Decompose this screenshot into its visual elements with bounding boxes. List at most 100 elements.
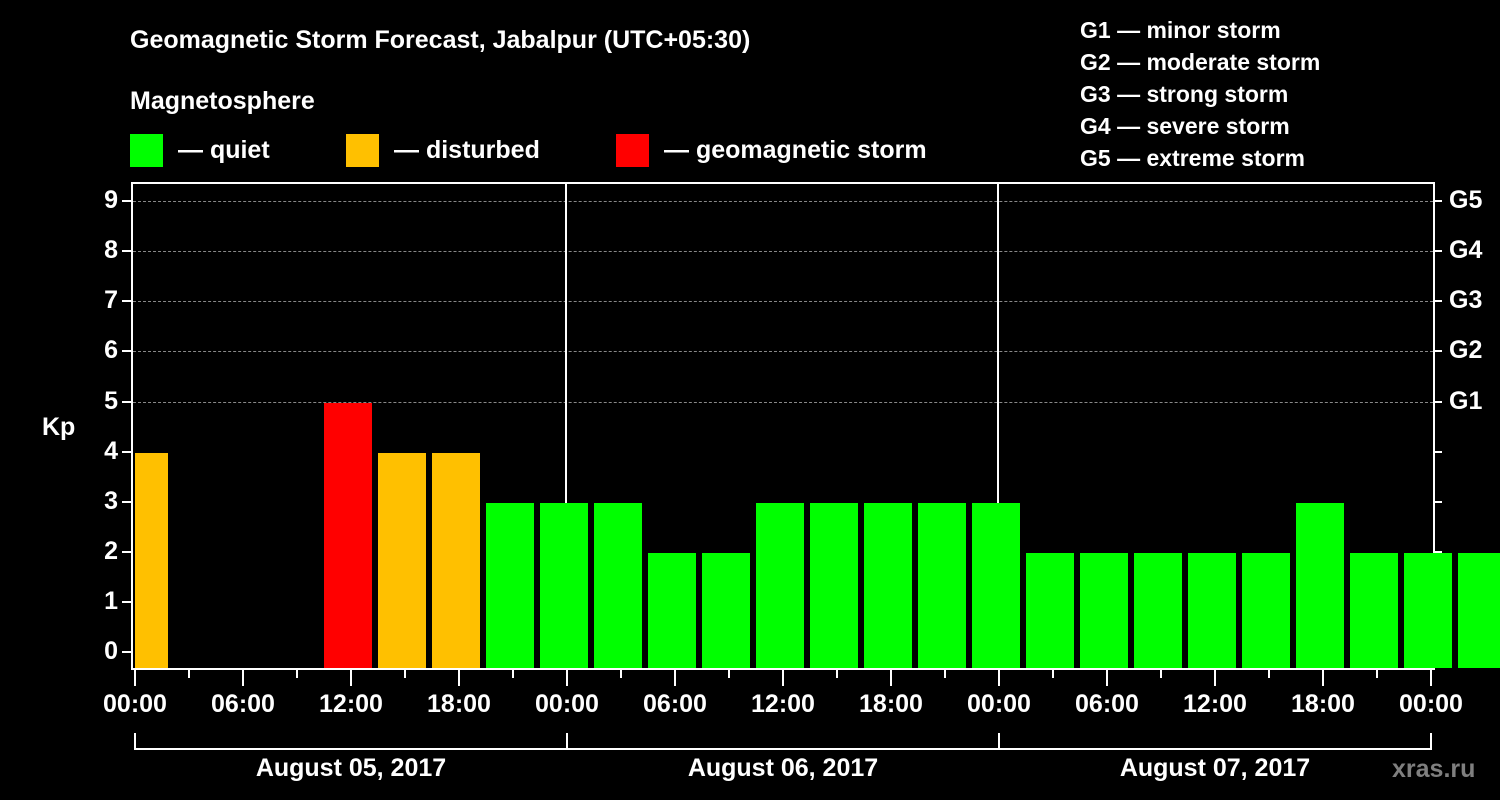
x-tick-label: 06:00 [643,690,707,718]
y-tick [122,500,131,503]
y-tick-label: 7 [104,286,118,315]
g-scale-item: G1 — minor storm [1080,17,1281,43]
date-bracket-line [134,748,1432,750]
y-tick [122,400,131,403]
kp-bar[interactable] [432,452,480,668]
x-tick-label: 00:00 [967,690,1031,718]
magnetosphere-heading: Magnetosphere [130,87,315,115]
kp-bar[interactable] [1242,552,1290,668]
right-tick [1433,450,1442,453]
right-tick [1433,550,1442,553]
date-bracket-tick [134,733,136,749]
y-tick-label: 4 [104,436,118,465]
x-tick-label: 18:00 [1291,690,1355,718]
y-tick-label: 0 [104,637,118,665]
y-tick [122,450,131,453]
kp-bar[interactable] [135,452,168,668]
kp-bar[interactable] [972,502,1020,668]
x-minor-tick [296,670,298,678]
x-minor-tick [1160,670,1162,678]
kp-bar[interactable] [864,502,912,668]
kp-bar[interactable] [1134,552,1182,668]
x-major-tick [890,670,892,686]
kp-bar[interactable] [324,402,372,668]
y-tick-label: 8 [104,236,118,265]
kp-bar[interactable] [1080,552,1128,668]
kp-bar[interactable] [1296,502,1344,668]
x-tick-label: 00:00 [103,690,167,718]
x-tick-label: 00:00 [1399,690,1463,718]
y-tick-label: 3 [104,486,118,515]
x-major-tick [1214,670,1216,686]
x-minor-tick [728,670,730,678]
legend-quiet: — quiet [130,134,270,167]
kp-bar[interactable] [1350,552,1398,668]
x-minor-tick [1052,670,1054,678]
right-tick [1433,200,1442,203]
x-major-tick [1430,670,1432,686]
y-tick-label: 6 [104,336,118,365]
y-tick-label: 9 [104,186,118,215]
kp-bar[interactable] [1458,552,1500,668]
y-tick-label: 1 [104,586,118,615]
kp-bar[interactable] [1026,552,1074,668]
g-scale-item: G2 — moderate storm [1080,49,1321,75]
date-label: August 05, 2017 [255,754,447,782]
x-minor-tick [188,670,190,678]
watermark: xras.ru [1392,755,1476,783]
kp-bar[interactable] [756,502,804,668]
right-tick [1433,400,1442,403]
x-minor-tick [404,670,406,678]
g-level-label: G4 [1449,236,1483,265]
legend-swatch-storm [616,134,649,167]
legend-disturbed: — disturbed [346,134,540,167]
g-scale-item: G4 — severe storm [1080,113,1290,139]
g-level-label: G5 [1449,186,1483,215]
y-tick [122,250,131,253]
legend-label: — quiet [178,136,270,164]
gridline [133,301,1433,303]
legend-swatch-disturbed [346,134,379,167]
g-level-label: G3 [1449,286,1483,315]
kp-bar[interactable] [1188,552,1236,668]
kp-bar[interactable] [648,552,696,668]
g-level-label: G1 [1449,386,1483,415]
kp-bar[interactable] [1404,552,1452,668]
date-label: August 06, 2017 [687,754,879,782]
y-tick [122,300,131,303]
kp-bar[interactable] [594,502,642,668]
x-major-tick [1322,670,1324,686]
right-tick [1433,500,1442,503]
x-minor-tick [836,670,838,678]
x-tick-label: 18:00 [427,690,491,718]
legend-swatch-quiet [130,134,163,167]
day-separator-line [997,182,999,668]
x-major-tick [242,670,244,686]
legend-label: — disturbed [394,136,540,164]
g-level-label: G2 [1449,336,1483,365]
right-tick [1433,250,1442,253]
kp-bar[interactable] [918,502,966,668]
kp-bar[interactable] [486,502,534,668]
date-bracket-tick [998,733,1000,749]
y-tick-label: 5 [104,386,118,415]
y-tick [122,200,131,203]
kp-bar[interactable] [378,452,426,668]
x-major-tick [134,670,136,686]
g-scale-item: G3 — strong storm [1080,81,1289,107]
gridline [133,201,1433,203]
y-tick [122,550,131,553]
x-major-tick [458,670,460,686]
x-minor-tick [620,670,622,678]
kp-bar[interactable] [810,502,858,668]
y-tick [122,600,131,603]
gridline [133,351,1433,353]
kp-bar[interactable] [540,502,588,668]
gridline [133,251,1433,253]
kp-bar[interactable] [702,552,750,668]
x-tick-label: 06:00 [211,690,275,718]
date-label: August 07, 2017 [1119,754,1311,782]
g-scale-item: G5 — extreme storm [1080,145,1305,171]
date-bracket-tick [566,733,568,749]
right-tick [1433,350,1442,353]
